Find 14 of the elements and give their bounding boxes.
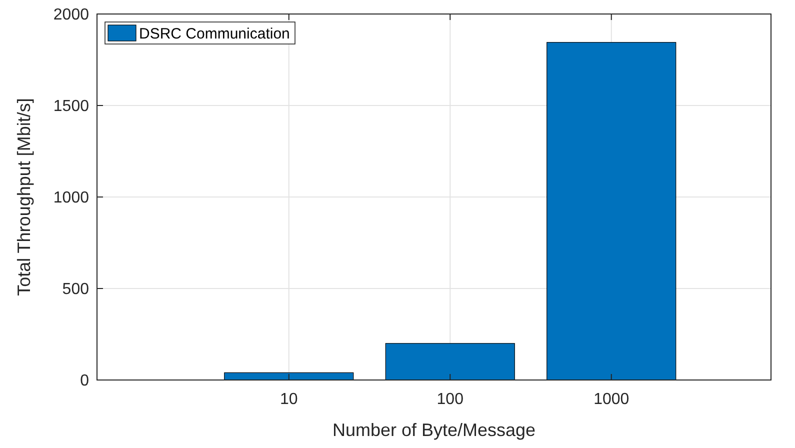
x-tick-label: 100 [436, 391, 464, 408]
x-tick-label: 1000 [594, 391, 630, 408]
bar [546, 42, 676, 380]
y-tick-label: 2000 [53, 6, 90, 24]
x-tick-label: 10 [280, 391, 298, 408]
legend-label: DSRC Communication [139, 25, 290, 42]
bar [224, 372, 354, 380]
bar [385, 343, 515, 380]
y-tick-label: 0 [80, 372, 90, 390]
y-tick-label: 1000 [53, 190, 90, 207]
y-axis-title: Total Throughput [Mbit/s] [14, 98, 34, 296]
y-tick-label: 1500 [53, 98, 90, 116]
y-tick-label: 500 [62, 281, 90, 298]
x-axis-title: Number of Byte/Message [332, 420, 536, 440]
